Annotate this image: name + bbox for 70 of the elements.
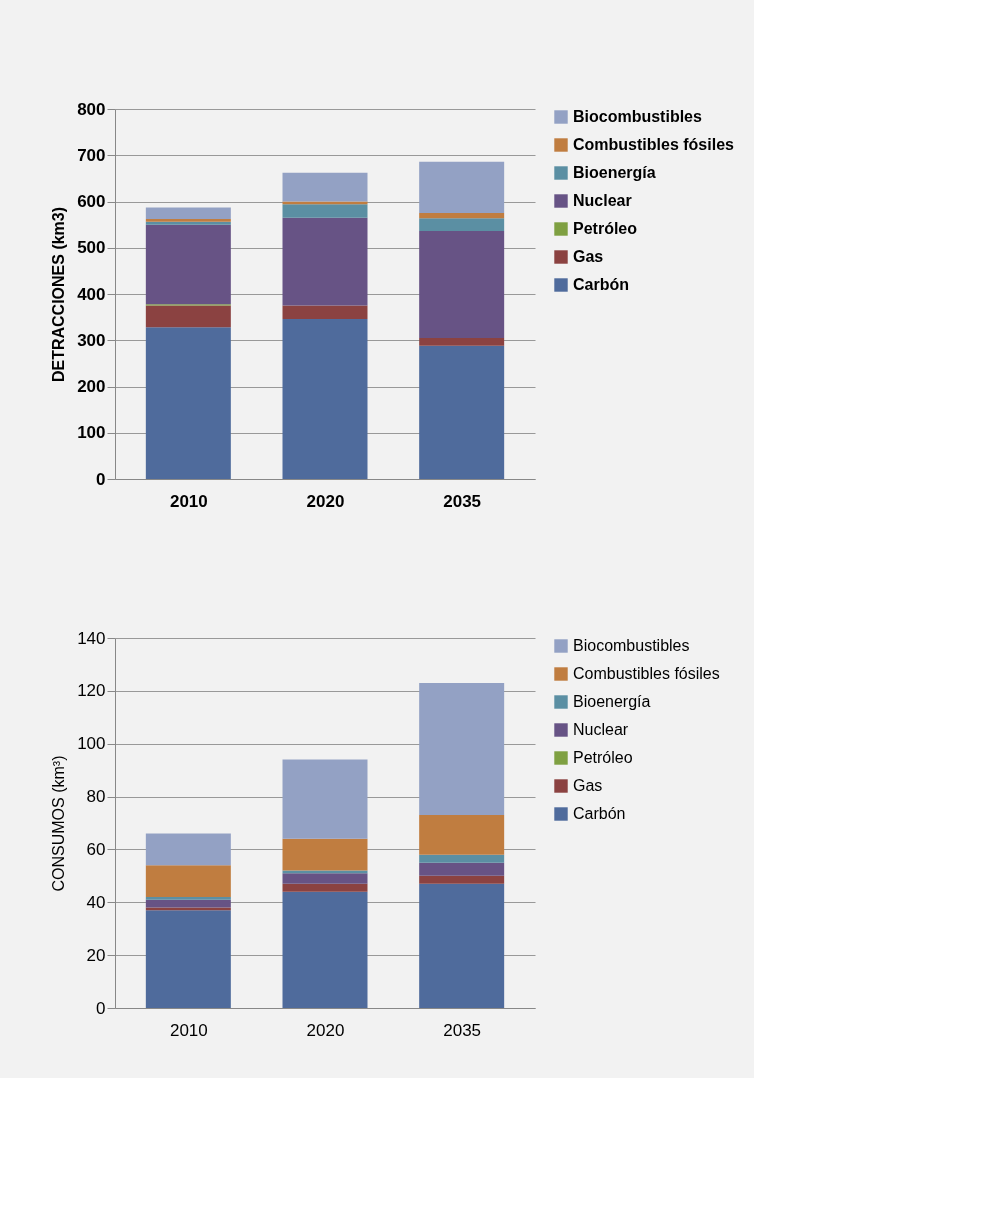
y-tick-label: 500: [77, 238, 106, 258]
legend-label: Biocombustibles: [573, 108, 703, 125]
y-tick-label: 100: [77, 734, 106, 754]
bar: [282, 838, 368, 871]
legend-label: Gas: [573, 248, 604, 265]
bar: [145, 833, 231, 866]
y-tick-label: 300: [77, 330, 106, 350]
legend-label: Nuclear: [573, 721, 629, 738]
y-tick-label: 120: [77, 681, 106, 701]
legend-label: Carbón: [573, 276, 629, 293]
bar: [145, 899, 231, 908]
bar: [282, 217, 368, 306]
y-tick-label: 600: [77, 192, 106, 211]
legend-label: Petróleo: [573, 749, 633, 766]
y-tick-label: 800: [77, 99, 106, 119]
bar: [419, 337, 505, 346]
x-tick-label: 2010: [169, 491, 208, 511]
bar: [282, 172, 368, 202]
bar: [145, 224, 231, 305]
legend-label: Nuclear: [573, 192, 632, 209]
x-tick-label: 2020: [306, 1020, 345, 1040]
y-axis-title: CONSUMOS (km³): [50, 755, 68, 892]
bar: [419, 218, 505, 232]
y-tick-label: 140: [77, 628, 106, 648]
y-tick-label: 400: [77, 284, 106, 304]
bar: [145, 327, 231, 479]
legend-label: Carbón: [573, 805, 626, 822]
y-tick-label: 200: [77, 377, 106, 396]
x-tick-label: 2035: [443, 1020, 482, 1040]
y-axis-title: DETRACCIONES (km3): [50, 206, 68, 383]
bar: [282, 883, 368, 892]
bar: [282, 204, 368, 218]
bar: [145, 910, 231, 1008]
bar: [282, 873, 368, 884]
legend-label: Bioenergía: [573, 693, 651, 710]
y-tick-label: 80: [86, 787, 106, 807]
y-tick-label: 40: [86, 892, 106, 912]
bar: [145, 897, 231, 900]
bar: [145, 207, 231, 220]
x-tick-label: 2020: [306, 491, 345, 511]
x-tick-label: 2035: [443, 491, 482, 511]
bar: [282, 759, 368, 839]
legend-label: Bioenergía: [573, 164, 656, 181]
bar: [419, 875, 505, 884]
bar: [145, 305, 231, 328]
y-tick-label: 20: [86, 945, 106, 965]
legend-label: Combustibles fósiles: [573, 665, 720, 682]
bar: [419, 231, 505, 338]
x-tick-label: 2010: [169, 1020, 208, 1040]
bar: [419, 161, 505, 214]
bar: [419, 862, 505, 876]
y-tick-label: 100: [77, 423, 106, 443]
bar: [145, 865, 231, 897]
legend-label: Biocombustibles: [573, 637, 690, 654]
legend-label: Petróleo: [573, 220, 638, 237]
bar: [419, 883, 505, 1008]
bar: [419, 213, 505, 219]
y-tick-label: 0: [96, 469, 106, 489]
legend-label: Combustibles fósiles: [573, 136, 735, 153]
bar: [419, 345, 505, 479]
bar: [282, 318, 368, 479]
y-tick-label: 60: [86, 839, 106, 859]
bar: [282, 891, 368, 1008]
bar: [282, 305, 368, 319]
y-tick-label: 700: [77, 145, 106, 165]
y-tick-label: 0: [96, 998, 106, 1018]
bar: [419, 682, 505, 816]
legend-label: Gas: [573, 777, 603, 794]
bar: [419, 815, 505, 855]
bar: [419, 854, 505, 863]
